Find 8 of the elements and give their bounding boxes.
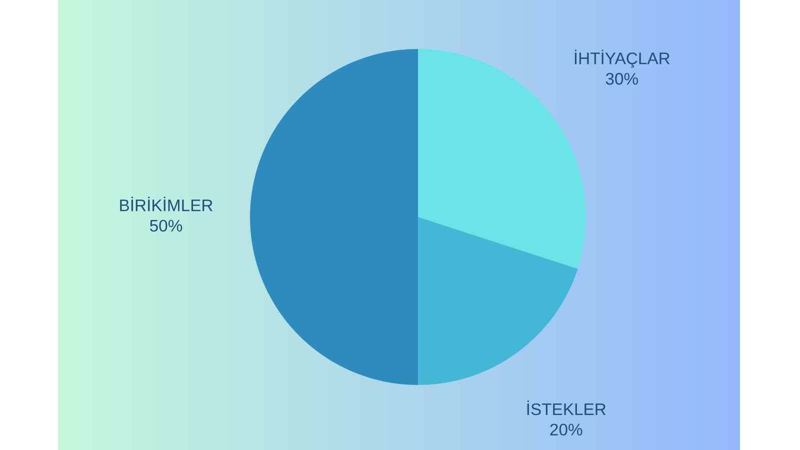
pie-slice: [418, 217, 578, 385]
data-label: 20%: [550, 424, 582, 436]
data-label: 30%: [606, 72, 638, 85]
slice-label: İSTEKLER: [527, 400, 606, 416]
pie-slice: [250, 49, 418, 385]
slice-label: BİRİKİMLER: [120, 196, 212, 212]
data-label: 50%: [150, 220, 182, 232]
slice-label: İHTİYAÇLAR: [574, 50, 670, 68]
